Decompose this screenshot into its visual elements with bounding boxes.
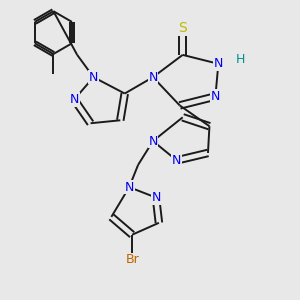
Text: S: S xyxy=(178,21,187,35)
Text: N: N xyxy=(148,135,158,148)
Text: N: N xyxy=(70,93,79,106)
Text: N: N xyxy=(214,57,223,70)
Text: N: N xyxy=(124,181,134,194)
Text: N: N xyxy=(172,154,182,167)
Text: N: N xyxy=(211,90,220,103)
Text: H: H xyxy=(236,53,245,66)
Text: Br: Br xyxy=(125,254,139,266)
Text: N: N xyxy=(148,71,158,84)
Text: N: N xyxy=(151,191,160,204)
Text: N: N xyxy=(89,71,98,84)
